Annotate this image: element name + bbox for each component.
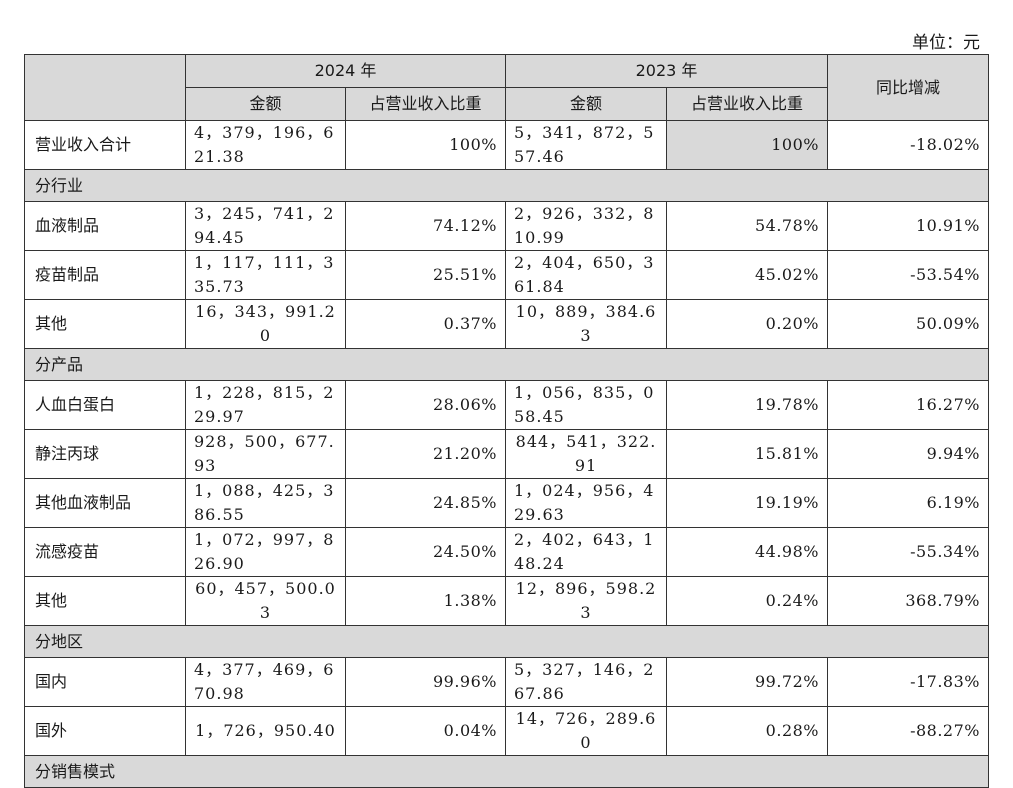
ratio-2024: 28.06%	[345, 380, 506, 430]
row-label: 国外	[24, 706, 186, 756]
ratio-2023: 0.20%	[666, 299, 828, 349]
table-row: 其他 60，457，500.03 1.38% 12，896，598.23 0.2…	[24, 576, 989, 626]
amount-2024: 4，379，196，621.38	[185, 120, 346, 170]
table-row: 血液制品 3，245，741，294.45 74.12% 2，926，332，8…	[24, 201, 989, 251]
ratio-2023: 54.78%	[666, 201, 828, 251]
row-label: 流感疫苗	[24, 527, 186, 577]
section-region: 分地区	[24, 625, 989, 658]
yoy-change: -55.34%	[827, 527, 989, 577]
ratio-2023: 45.02%	[666, 250, 828, 300]
header-amount-2023: 金额	[505, 87, 667, 121]
table-row: 流感疫苗 1，072，997，826.90 24.50% 2，402，643，1…	[24, 527, 989, 577]
row-label: 静注丙球	[24, 429, 186, 479]
amount-2024: 60，457，500.03	[185, 576, 346, 626]
yoy-change: 16.27%	[827, 380, 989, 430]
amount-2023: 844，541，322.91	[505, 429, 667, 479]
amount-2023: 1，056，835，058.45	[505, 380, 667, 430]
table-row: 其他 16，343，991.20 0.37% 10，889，384.63 0.2…	[24, 299, 989, 349]
yoy-change: -53.54%	[827, 250, 989, 300]
ratio-2024: 100%	[345, 120, 506, 170]
ratio-2024: 0.37%	[345, 299, 506, 349]
amount-2024: 928，500，677.93	[185, 429, 346, 479]
ratio-2023: 19.78%	[666, 380, 828, 430]
yoy-change: 368.79%	[827, 576, 989, 626]
amount-2024: 3，245，741，294.45	[185, 201, 346, 251]
amount-2023: 2，402，643，148.24	[505, 527, 667, 577]
ratio-2024: 0.04%	[345, 706, 506, 756]
amount-2023: 1，024，956，429.63	[505, 478, 667, 528]
header-ratio-2024: 占营业收入比重	[345, 87, 506, 121]
yoy-change: -18.02%	[827, 120, 989, 170]
table-row: 疫苗制品 1，117，111，335.73 25.51% 2，404，650，3…	[24, 250, 989, 300]
row-label: 其他	[24, 576, 186, 626]
ratio-2023: 19.19%	[666, 478, 828, 528]
yoy-change: 10.91%	[827, 201, 989, 251]
amount-2023: 5，327，146，267.86	[505, 657, 667, 707]
row-label: 营业收入合计	[24, 120, 186, 170]
header-blank-cell	[24, 54, 186, 121]
table-row: 人血白蛋白 1，228，815，229.97 28.06% 1，056，835，…	[24, 380, 989, 430]
yoy-change: -88.27%	[827, 706, 989, 756]
row-label: 其他血液制品	[24, 478, 186, 528]
ratio-2024: 25.51%	[345, 250, 506, 300]
unit-label: 单位：元	[912, 33, 980, 53]
amount-2023: 14，726，289.60	[505, 706, 667, 756]
amount-2024: 1，726，950.40	[185, 706, 346, 756]
yoy-change: 50.09%	[827, 299, 989, 349]
header-year-2024: 2024 年	[185, 54, 506, 88]
header-ratio-2023: 占营业收入比重	[666, 87, 828, 121]
amount-2024: 16，343，991.20	[185, 299, 346, 349]
header-year-2023: 2023 年	[505, 54, 828, 88]
ratio-2024: 99.96%	[345, 657, 506, 707]
amount-2024: 1，072，997，826.90	[185, 527, 346, 577]
amount-2023: 2，926，332，810.99	[505, 201, 667, 251]
table-row: 国内 4，377，469，670.98 99.96% 5，327，146，267…	[24, 657, 989, 707]
amount-2024: 1，117，111，335.73	[185, 250, 346, 300]
ratio-2023: 99.72%	[666, 657, 828, 707]
row-label: 疫苗制品	[24, 250, 186, 300]
ratio-2023: 15.81%	[666, 429, 828, 479]
ratio-2023: 0.28%	[666, 706, 828, 756]
revenue-table: 2024 年 2023 年 同比增减 金额 占营业收入比重 金额 占营业收入比重…	[24, 54, 989, 788]
amount-2023: 12，896，598.23	[505, 576, 667, 626]
table-row: 静注丙球 928，500，677.93 21.20% 844，541，322.9…	[24, 429, 989, 479]
table-row-total: 营业收入合计 4，379，196，621.38 100% 5，341，872，5…	[24, 120, 989, 170]
row-label: 国内	[24, 657, 186, 707]
amount-2024: 1，228，815，229.97	[185, 380, 346, 430]
amount-2024: 4，377，469，670.98	[185, 657, 346, 707]
ratio-2023: 0.24%	[666, 576, 828, 626]
ratio-2024: 1.38%	[345, 576, 506, 626]
ratio-2023: 44.98%	[666, 527, 828, 577]
row-label: 人血白蛋白	[24, 380, 186, 430]
amount-2023: 5，341，872，557.46	[505, 120, 667, 170]
ratio-2024: 24.85%	[345, 478, 506, 528]
row-label: 血液制品	[24, 201, 186, 251]
ratio-2024: 74.12%	[345, 201, 506, 251]
header-amount-2024: 金额	[185, 87, 346, 121]
section-product: 分产品	[24, 348, 989, 381]
header-yoy: 同比增减	[827, 54, 989, 121]
table-row: 国外 1，726，950.40 0.04% 14，726，289.60 0.28…	[24, 706, 989, 756]
amount-2023: 10，889，384.63	[505, 299, 667, 349]
table-row: 其他血液制品 1，088，425，386.55 24.85% 1，024，956…	[24, 478, 989, 528]
yoy-change: -17.83%	[827, 657, 989, 707]
yoy-change: 9.94%	[827, 429, 989, 479]
amount-2024: 1，088，425，386.55	[185, 478, 346, 528]
ratio-2024: 21.20%	[345, 429, 506, 479]
ratio-2024: 24.50%	[345, 527, 506, 577]
row-label: 其他	[24, 299, 186, 349]
amount-2023: 2，404，650，361.84	[505, 250, 667, 300]
ratio-2023: 100%	[666, 120, 828, 170]
section-industry: 分行业	[24, 169, 989, 202]
yoy-change: 6.19%	[827, 478, 989, 528]
section-sales-mode: 分销售模式	[24, 755, 989, 788]
